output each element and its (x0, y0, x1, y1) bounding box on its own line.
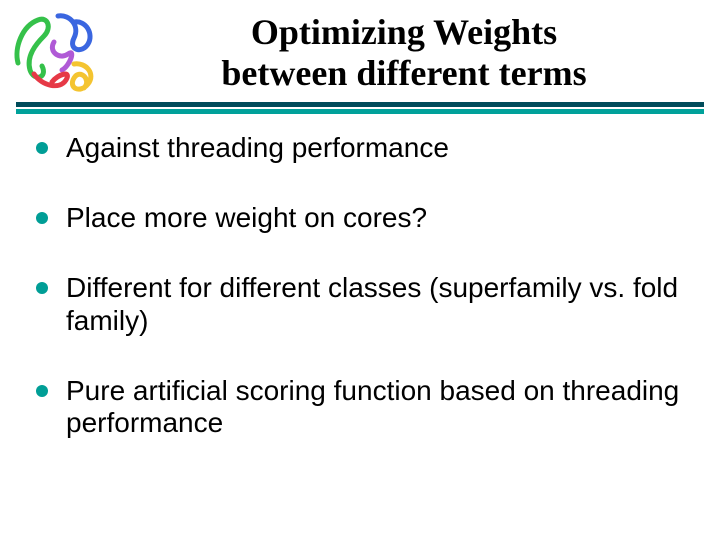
title-wrap: Optimizing Weights between different ter… (108, 8, 700, 95)
bullet-item: Against threading performance (30, 132, 690, 164)
bullet-text: Place more weight on cores? (66, 202, 427, 233)
divider-bar-dark (16, 102, 704, 107)
bullet-item: Different for different classes (superfa… (30, 272, 690, 336)
divider-rule (16, 102, 704, 114)
bullet-item: Pure artificial scoring function based o… (30, 375, 690, 439)
slide: Optimizing Weights between different ter… (0, 0, 720, 540)
bullet-text: Pure artificial scoring function based o… (66, 375, 679, 438)
slide-header: Optimizing Weights between different ter… (0, 0, 720, 98)
slide-title: Optimizing Weights between different ter… (108, 12, 700, 95)
title-line-1: Optimizing Weights (251, 12, 557, 52)
bullet-text: Against threading performance (66, 132, 449, 163)
bullet-list: Against threading performance Place more… (30, 132, 690, 439)
slide-body: Against threading performance Place more… (0, 114, 720, 439)
bullet-item: Place more weight on cores? (30, 202, 690, 234)
protein-icon (8, 8, 108, 98)
title-line-2: between different terms (221, 53, 586, 93)
bullet-text: Different for different classes (superfa… (66, 272, 678, 335)
